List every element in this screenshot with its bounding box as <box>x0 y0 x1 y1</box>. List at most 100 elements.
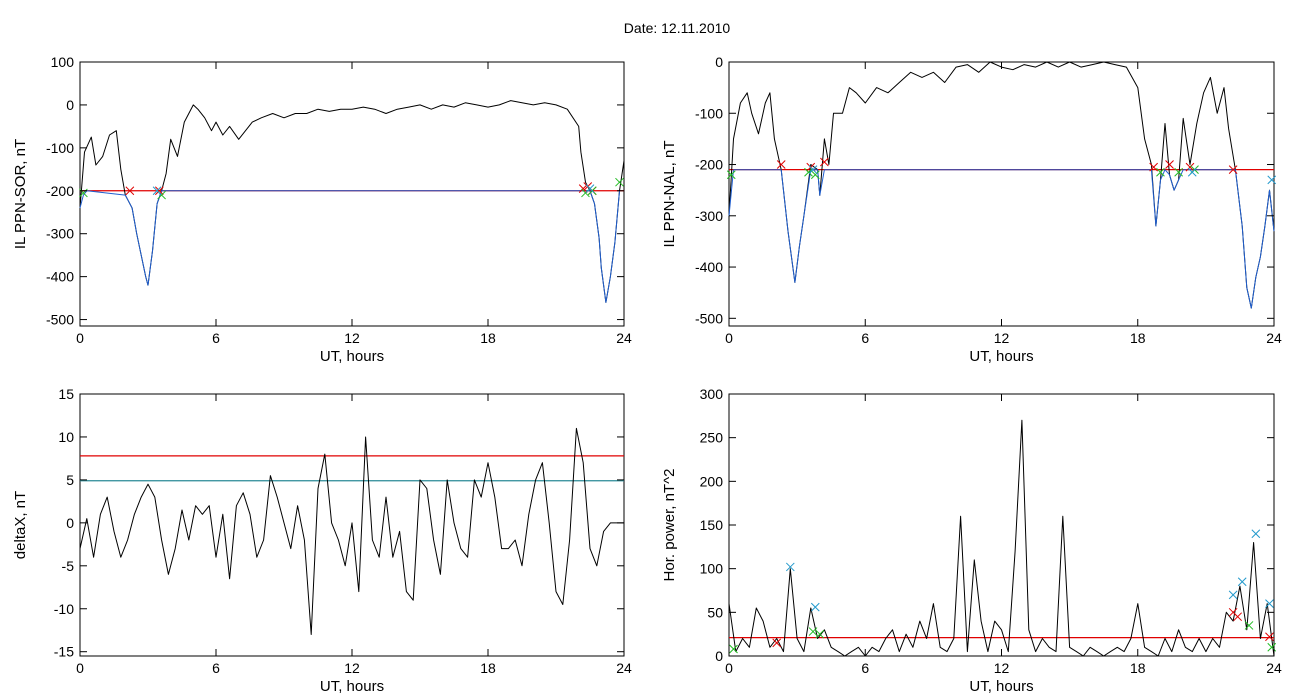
y-tick-label: 0 <box>715 648 723 664</box>
axis-ticks: 0 6 12 18 24 15 10 5 0 -5 -10 -15 <box>54 386 632 676</box>
y-tick-label: 10 <box>58 429 74 445</box>
x-tick-label: 12 <box>344 660 360 676</box>
x-axis-label: UT, hours <box>969 678 1033 695</box>
x-tick-label: 6 <box>861 330 869 346</box>
marker-2-1 <box>810 602 820 612</box>
marker-1-0 <box>729 644 738 654</box>
series-line-0 <box>79 100 625 303</box>
y-tick-label: -400 <box>695 259 723 275</box>
y-tick-label: 0 <box>66 97 74 113</box>
x-tick-label: 6 <box>861 660 869 676</box>
y-tick-label: 100 <box>700 561 724 577</box>
panel-il-ppn-nal: 0 6 12 18 240-100-200-300-400-500 UT, hours … <box>661 54 1282 365</box>
marker-1-2 <box>810 170 820 180</box>
marker-0-2 <box>578 184 588 193</box>
marker-0-6 <box>1228 165 1238 175</box>
marker-0-0 <box>125 186 135 196</box>
plot-frame <box>728 393 1275 657</box>
marker-0-3 <box>1265 632 1274 642</box>
marker-1-3 <box>1244 621 1254 630</box>
marker-1-4 <box>1174 167 1183 177</box>
y-axis-label: IL PPN-NAL, nT <box>661 141 678 248</box>
x-tick-label: 0 <box>725 330 733 346</box>
y-axis-label: Hor. power, nT^2 <box>661 469 678 582</box>
marker-1-4 <box>1267 642 1277 652</box>
x-tick-label: 18 <box>1130 330 1146 346</box>
y-tick-label: 15 <box>58 386 74 402</box>
marker-2-1 <box>585 184 595 193</box>
series-lines <box>728 419 1275 657</box>
y-tick-label: -200 <box>46 183 74 199</box>
marker-0-5 <box>1185 162 1195 172</box>
panel-deltax: 0 6 12 18 24 15 10 5 0 -5 -10 -15 UT, hours deltaX,… <box>12 386 632 695</box>
series-line-1 <box>79 190 620 303</box>
x-axis-label: UT, hours <box>320 348 384 365</box>
x-axis-label: UT, hours <box>969 348 1033 365</box>
marker-2-3 <box>1237 577 1247 587</box>
marker-0-2 <box>820 157 829 167</box>
marker-0-0 <box>776 160 786 169</box>
y-tick-label: 50 <box>707 604 723 620</box>
y-tick-label: 5 <box>66 472 74 488</box>
axis-ticks: 0 6 12 18 24 100 0 -100 -200 -300 -400 -500 <box>46 54 632 346</box>
marker-1-0 <box>726 170 736 180</box>
y-tick-label: 0 <box>715 54 723 70</box>
y-tick-label: -400 <box>46 269 74 285</box>
y-tick-label: 250 <box>700 430 724 446</box>
series-lines <box>79 427 624 635</box>
x-tick-label: 6 <box>212 330 220 346</box>
marker-1-1 <box>804 167 813 177</box>
event-markers <box>729 529 1277 654</box>
x-tick-label: 0 <box>76 330 84 346</box>
series-lines <box>728 61 1275 309</box>
marker-1-4 <box>615 177 624 187</box>
marker-0-1 <box>154 186 164 196</box>
y-tick-label: -15 <box>54 644 74 660</box>
x-tick-label: 24 <box>616 660 632 676</box>
marker-0-2 <box>1233 612 1243 622</box>
x-tick-label: 6 <box>212 660 220 676</box>
plot-frame <box>79 61 625 327</box>
threshold-lines <box>80 455 624 482</box>
event-markers <box>79 177 624 200</box>
x-tick-label: 18 <box>480 660 496 676</box>
series-line-0 <box>728 61 1275 309</box>
y-tick-label: 150 <box>700 517 724 533</box>
y-tick-label: 300 <box>700 386 724 402</box>
x-tick-label: 12 <box>994 330 1010 346</box>
panel-il-ppn-sor: 0 6 12 18 24 100 0 -100 -200 -300 -400 -500 UT, hou… <box>12 54 632 365</box>
x-tick-label: 24 <box>1266 660 1282 676</box>
marker-2-0 <box>808 165 818 175</box>
x-tick-label: 0 <box>725 660 733 676</box>
x-tick-label: 0 <box>76 660 84 676</box>
y-axis-label: IL PPN-SOR, nT <box>12 139 29 249</box>
figure-title: Date: 12.11.2010 <box>624 20 731 36</box>
marker-2-2 <box>1267 175 1277 185</box>
y-tick-label: -200 <box>695 157 723 173</box>
y-tick-label: -100 <box>46 140 74 156</box>
marker-2-5 <box>1265 599 1274 608</box>
marker-0-3 <box>1149 162 1158 172</box>
marker-0-0 <box>772 638 782 648</box>
marker-2-4 <box>1251 529 1261 539</box>
x-tick-label: 24 <box>1266 330 1282 346</box>
series-line-0 <box>728 419 1275 657</box>
axis-ticks: 0 6 12 18 24 300 250 200 150 100 50 0 <box>700 386 1282 676</box>
marker-2-1 <box>1187 167 1197 177</box>
panel-hor-power: 0 6 12 18 24 300 250 200 150 100 50 0 UT, hours Hor… <box>661 386 1282 695</box>
y-tick-label: -5 <box>62 558 75 574</box>
marker-1-1 <box>808 627 818 636</box>
x-tick-label: 24 <box>616 330 632 346</box>
y-tick-label: -100 <box>695 105 723 121</box>
series-line-1 <box>728 169 1275 309</box>
x-tick-label: 12 <box>994 660 1010 676</box>
x-tick-label: 12 <box>344 330 360 346</box>
marker-1-0 <box>79 188 88 198</box>
marker-1-3 <box>1156 167 1165 177</box>
marker-0-4 <box>1165 160 1174 169</box>
y-axis-label: deltaX, nT <box>12 491 29 559</box>
x-tick-label: 18 <box>480 330 496 346</box>
marker-2-2 <box>1228 590 1238 600</box>
y-tick-label: -10 <box>54 601 74 617</box>
